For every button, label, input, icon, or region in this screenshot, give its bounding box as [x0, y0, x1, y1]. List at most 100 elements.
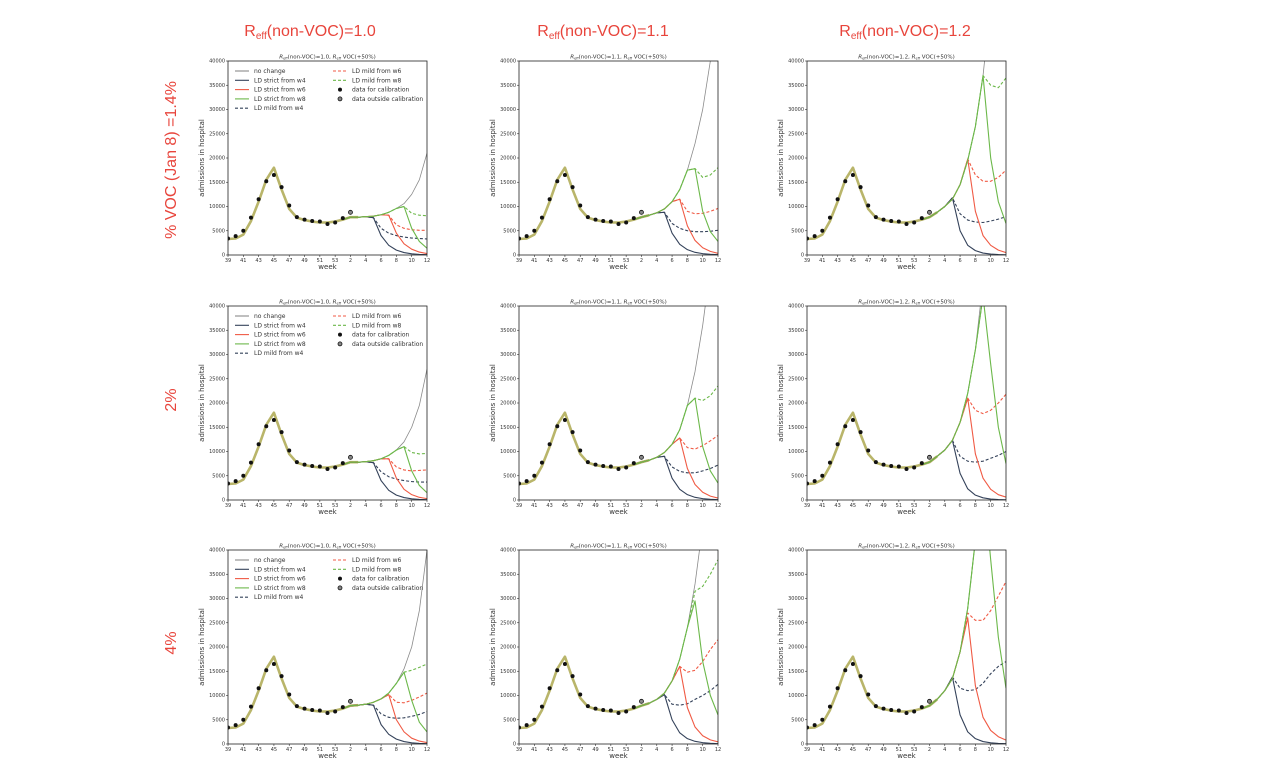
- series-line-mild-w4: [921, 197, 1006, 224]
- x-tick-label: 51: [317, 503, 323, 509]
- y-tick-label: 25000: [209, 620, 225, 626]
- plot-frame: [227, 60, 428, 256]
- x-tick-label: 10: [700, 258, 706, 264]
- legend-label: LD mild from w6: [352, 557, 402, 564]
- data-point-calibration: [827, 704, 832, 709]
- column-title-r: R: [244, 23, 256, 40]
- title-subscript: eff: [627, 57, 632, 61]
- y-tick-label: 20000: [209, 156, 225, 162]
- data-point-outside-calibration: [348, 209, 353, 215]
- data-point-calibration: [843, 668, 848, 673]
- y-tick-label: 15000: [788, 425, 804, 431]
- data-point-calibration: [532, 717, 537, 722]
- y-tick-label: 25000: [209, 131, 225, 137]
- legend-marker-outside: [337, 341, 343, 347]
- data-point-calibration: [256, 686, 261, 691]
- series-line-strict-w8: [342, 446, 427, 494]
- y-tick-label: 25000: [788, 620, 804, 626]
- x-tick-label: 53: [332, 258, 338, 264]
- series-line-strict-w8: [633, 600, 718, 716]
- x-tick-label: 2: [640, 747, 643, 753]
- y-tick-label: 35000: [788, 572, 804, 578]
- series-line-strict-w8: [921, 75, 1006, 224]
- data-point-calibration: [547, 686, 552, 691]
- x-tick-label: 51: [896, 258, 902, 264]
- chart-panel: Reff(non-VOC)=1.0, Reff VOC(+50%) 0 5000 10…: [198, 544, 430, 761]
- x-tick-label: 4: [943, 503, 946, 509]
- series-line-no-change: [342, 153, 427, 220]
- title-subscript: eff: [862, 57, 867, 61]
- data-point-calibration: [919, 461, 924, 466]
- y-tick-label: 30000: [788, 596, 804, 602]
- x-tick-label: 43: [834, 503, 840, 509]
- x-tick-label: 39: [804, 747, 810, 753]
- data-point-calibration: [310, 219, 315, 224]
- series-line-mild-w6: [633, 639, 718, 710]
- row-label: % VOC (Jan 8) =1.4%: [163, 81, 180, 239]
- y-axis-label: admissions in hospital: [198, 119, 206, 197]
- series-line-strict-w4: [633, 693, 718, 744]
- model-fit-line: [807, 655, 938, 730]
- title-subscript: eff: [915, 546, 920, 550]
- data-point-calibration: [256, 197, 261, 202]
- x-tick-label: 8: [395, 503, 398, 509]
- x-tick-label: 41: [819, 503, 825, 509]
- column-title: Reff(non-VOC)=1.2: [839, 23, 971, 42]
- column-title-r: R: [839, 23, 851, 40]
- y-tick-label: 10000: [788, 693, 804, 699]
- x-tick-label: 41: [531, 747, 537, 753]
- chart-panel: Reff(non-VOC)=1.1, Reff VOC(+50%) 0 5000 10…: [489, 300, 721, 517]
- x-tick-label: 2: [640, 503, 643, 509]
- title-r: R: [333, 544, 337, 550]
- title-subscript: eff: [283, 302, 288, 306]
- data-point-calibration: [843, 424, 848, 429]
- column-title-rest: (non-VOC)=1.1: [560, 23, 669, 40]
- legend-marker-calibration: [338, 576, 342, 581]
- row-label: 2%: [163, 388, 180, 411]
- x-tick-label: 2: [349, 258, 352, 264]
- column-title-subscript: eff: [256, 31, 267, 42]
- series-line-mild-w4: [342, 216, 427, 240]
- x-tick-label: 49: [592, 747, 598, 753]
- legend: no change LD strict from w4 LD strict from…: [235, 313, 423, 357]
- y-tick-label: 30000: [500, 352, 516, 358]
- y-tick-label: 20000: [500, 645, 516, 651]
- y-tick-label: 25000: [788, 376, 804, 382]
- legend-label: data outside calibration: [352, 96, 423, 103]
- data-point-calibration: [873, 704, 878, 709]
- x-axis-label: week: [609, 752, 628, 760]
- title-text: VOC(+50%): [632, 55, 667, 61]
- series-line-mild-w6: [921, 393, 1006, 466]
- x-tick-label: 41: [240, 503, 246, 509]
- y-axis-label: admissions in hospital: [777, 608, 785, 686]
- data-point-calibration: [807, 725, 809, 730]
- x-axis-label: week: [897, 752, 916, 760]
- y-tick-label: 5000: [791, 717, 804, 723]
- legend-label: LD strict from w6: [254, 332, 306, 339]
- x-tick-label: 10: [409, 747, 415, 753]
- x-tick-label: 10: [988, 747, 994, 753]
- title-subscript: eff: [627, 302, 632, 306]
- y-tick-label: 35000: [209, 572, 225, 578]
- data-point-calibration: [279, 430, 284, 435]
- y-tick-label: 10000: [209, 693, 225, 699]
- data-point-calibration: [333, 220, 338, 225]
- data-point-calibration: [287, 448, 292, 453]
- y-tick-label: 30000: [500, 596, 516, 602]
- x-tick-label: 51: [896, 747, 902, 753]
- data-point-calibration: [601, 464, 606, 469]
- series-line-mild-w8: [342, 446, 427, 466]
- data-point-calibration: [812, 479, 817, 484]
- y-tick-label: 0: [222, 253, 225, 259]
- data-point-calibration: [555, 668, 560, 673]
- title-subscript: eff: [336, 546, 341, 550]
- y-tick-label: 5000: [503, 717, 516, 723]
- row-label: 4%: [163, 631, 180, 654]
- column-title-rest: (non-VOC)=1.2: [862, 23, 971, 40]
- series-line-mild-w4: [633, 683, 718, 710]
- x-tick-label: 43: [546, 747, 552, 753]
- y-tick-label: 10000: [788, 449, 804, 455]
- data-point-calibration: [585, 704, 590, 709]
- y-axis-label: admissions in hospital: [198, 608, 206, 686]
